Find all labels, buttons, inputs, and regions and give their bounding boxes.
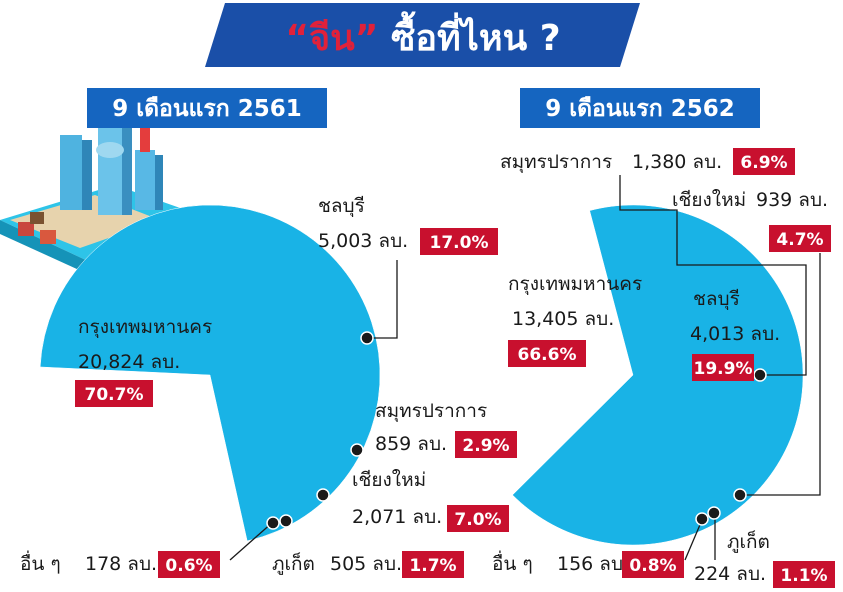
pie-chart-2562 xyxy=(512,204,804,546)
labels-2562: สมุทรปราการ 1,380 ลบ. 6.9% เชียงใหม่ 939… xyxy=(492,148,835,588)
pct-bangkok-2561: 70.7% xyxy=(85,385,144,405)
leader-lines xyxy=(229,175,821,561)
pct-samutprakan-2561: 2.9% xyxy=(462,436,509,456)
label-chonburi-name-2562: ชลบุรี xyxy=(693,288,740,311)
badge-bangkok-2562 xyxy=(508,340,586,367)
badge-chiangmai-2562 xyxy=(769,225,831,252)
label-chiangmai-value-2561: 2,071 ลบ. xyxy=(352,506,442,528)
label-chonburi-value-2561: 5,003 ลบ. xyxy=(318,230,408,252)
header-2561: 9 เดือนแรก 2561 xyxy=(87,88,327,128)
label-phuket-name-2561: ภูเก็ต xyxy=(272,551,315,575)
title-quote-word: “จีน” xyxy=(285,18,378,59)
badge-phuket-2562 xyxy=(773,561,835,588)
dot-others-2561 xyxy=(266,516,280,530)
label-bangkok-value-2562: 13,405 ลบ. xyxy=(512,308,614,330)
label-others-value-2562: 156 ลบ. xyxy=(557,553,629,575)
label-phuket-name-2562: ภูเก็ต xyxy=(727,529,770,553)
title-banner: “จีน” ซื้อที่ไหน ? xyxy=(205,3,640,67)
title-background xyxy=(205,3,640,67)
badge-others-2561 xyxy=(158,551,220,578)
dot-samutprakan-2561 xyxy=(350,443,364,457)
pct-others-2562: 0.8% xyxy=(629,556,676,576)
label-chiangmai-name-2561: เชียงใหม่ xyxy=(352,469,426,491)
title-rest: ซื้อที่ไหน ? xyxy=(378,11,560,59)
label-phuket-value-2561: 505 ลบ. xyxy=(330,553,402,575)
badge-chiangmai-2561 xyxy=(447,505,509,532)
pct-others-2561: 0.6% xyxy=(165,556,212,576)
label-chiangmai-name-2562: เชียงใหม่ xyxy=(672,189,746,211)
label-others-value-2561: 178 ลบ. xyxy=(85,553,157,575)
pct-chonburi-2561: 17.0% xyxy=(430,233,489,253)
dot-others-2562 xyxy=(695,512,709,526)
dot-phuket-2562 xyxy=(707,506,721,520)
leader-others-2562 xyxy=(684,519,703,561)
pct-chonburi-2562: 19.9% xyxy=(694,359,753,379)
badge-others-2562 xyxy=(622,551,684,578)
leader-others-2561 xyxy=(229,521,274,561)
label-phuket-value-2562: 224 ลบ. xyxy=(694,563,766,585)
pct-chiangmai-2561: 7.0% xyxy=(454,510,501,530)
labels-2561: กรุงเทพมหานคร 20,824 ลบ. 70.7% ชลบุรี 5,… xyxy=(20,195,517,578)
label-samutprakan-value-2561: 859 ลบ. xyxy=(375,433,447,455)
badge-chonburi-2561 xyxy=(420,228,498,255)
leader-chonburi-2561 xyxy=(367,260,398,339)
label-others-name-2561: อื่น ๆ xyxy=(20,550,61,575)
pct-bangkok-2562: 66.6% xyxy=(518,345,577,365)
dot-chonburi-2561 xyxy=(360,331,374,345)
pie-chart-2561 xyxy=(39,204,381,542)
badge-samutprakan-2562 xyxy=(733,148,795,175)
pct-chiangmai-2562: 4.7% xyxy=(776,230,823,250)
page-title: “จีน” ซื้อที่ไหน ? xyxy=(285,11,560,59)
label-others-name-2562: อื่น ๆ xyxy=(492,550,533,575)
label-chonburi-name-2561: ชลบุรี xyxy=(318,195,365,218)
badge-bangkok-2561 xyxy=(75,380,153,407)
dot-phuket-2561 xyxy=(279,514,293,528)
leader-chiangmai-2562 xyxy=(740,253,821,496)
label-samutprakan-value-2562: 1,380 ลบ. xyxy=(632,151,722,173)
label-bangkok-value-2561: 20,824 ลบ. xyxy=(78,351,180,373)
label-samutprakan-name-2562: สมุทรปราการ xyxy=(500,151,612,174)
dot-chiangmai-2561 xyxy=(316,488,330,502)
label-bangkok-name-2562: กรุงเทพมหานคร xyxy=(508,273,642,296)
header-2562: 9 เดือนแรก 2562 xyxy=(520,88,760,128)
label-bangkok-name-2561: กรุงเทพมหานคร xyxy=(78,316,212,339)
pct-phuket-2561: 1.7% xyxy=(409,556,456,576)
label-chonburi-value-2562: 4,013 ลบ. xyxy=(690,323,780,345)
header-2561-text: 9 เดือนแรก 2561 xyxy=(112,96,301,122)
header-2562-text: 9 เดือนแรก 2562 xyxy=(545,96,734,122)
label-samutprakan-name-2561: สมุทรปราการ xyxy=(375,400,487,423)
badge-phuket-2561 xyxy=(402,551,464,578)
pct-samutprakan-2562: 6.9% xyxy=(740,153,787,173)
badge-samutprakan-2561 xyxy=(455,431,517,458)
pie-slice-bangkok-2561 xyxy=(39,204,381,542)
badge-chonburi-2562 xyxy=(692,354,754,381)
dot-samutprakan-2562 xyxy=(753,368,767,382)
label-chiangmai-value-2562: 939 ลบ. xyxy=(756,189,828,211)
pct-phuket-2562: 1.1% xyxy=(780,566,827,586)
leader-samutprakan-2562 xyxy=(619,175,807,376)
dot-chiangmai-2562 xyxy=(733,488,747,502)
leader-dots xyxy=(266,331,767,530)
pie-slice-bangkok-2562 xyxy=(512,204,804,546)
